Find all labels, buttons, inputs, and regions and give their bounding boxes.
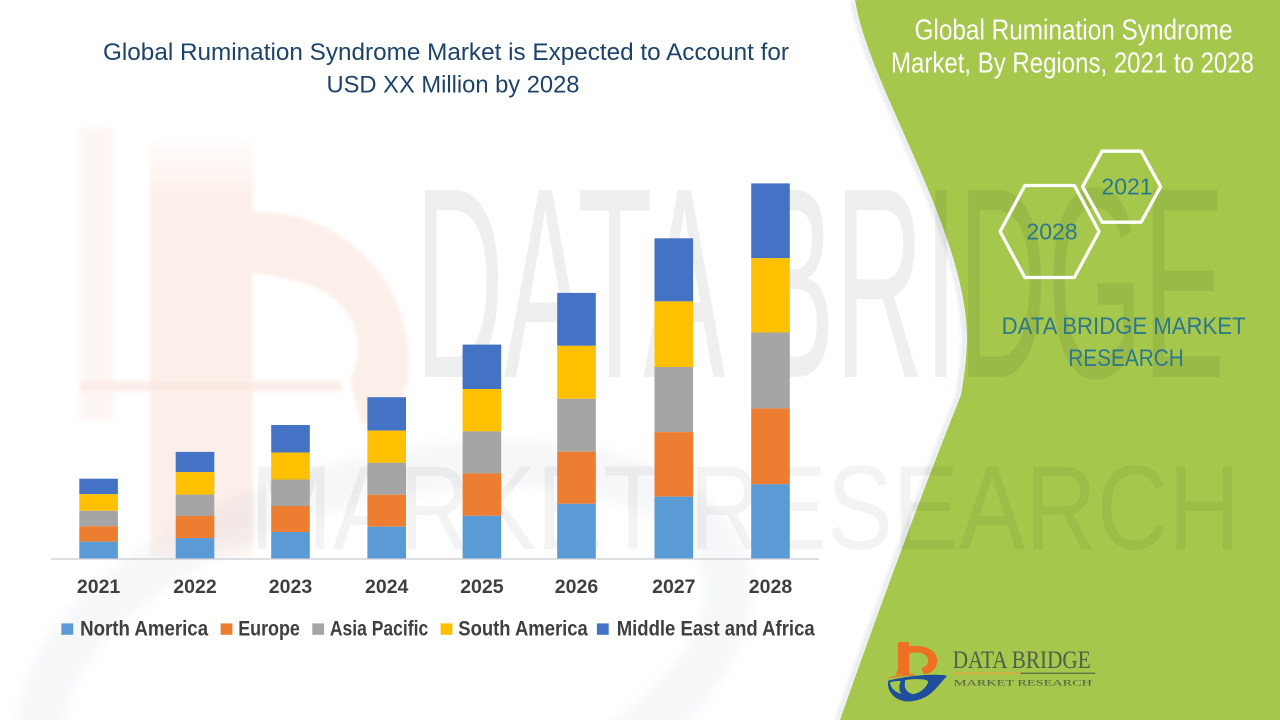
svg-text:RESEARCH: RESEARCH	[1068, 345, 1184, 372]
svg-text:North America: North America	[80, 618, 208, 641]
svg-text:Asia Pacific: Asia Pacific	[330, 618, 429, 641]
svg-text:DATA BRIDGE: DATA BRIDGE	[953, 647, 1091, 674]
svg-text:MARKET RESEARCH: MARKET RESEARCH	[250, 441, 1240, 575]
svg-text:2022: 2022	[173, 576, 217, 598]
svg-text:Market, By Regions, 2021 to 20: Market, By Regions, 2021 to 2028	[891, 48, 1254, 80]
svg-text:DATA BRIDGE MARKET: DATA BRIDGE MARKET	[1002, 313, 1246, 340]
svg-text:2026: 2026	[555, 576, 599, 598]
svg-text:2025: 2025	[460, 576, 504, 598]
svg-text:Europe: Europe	[238, 618, 300, 641]
svg-text:Global Rumination Syndrome: Global Rumination Syndrome	[915, 15, 1233, 47]
svg-text:2028: 2028	[749, 576, 793, 598]
svg-text:USD XX Million by 2028: USD XX Million by 2028	[327, 72, 580, 99]
svg-text:2021: 2021	[1101, 174, 1152, 200]
svg-text:2027: 2027	[652, 576, 695, 598]
svg-text:Global Rumination Syndrome Mar: Global Rumination Syndrome Market is Exp…	[103, 39, 789, 66]
svg-text:2024: 2024	[365, 576, 409, 598]
svg-text:MARKET RESEARCH: MARKET RESEARCH	[954, 679, 1092, 688]
svg-text:South America: South America	[458, 618, 588, 641]
svg-text:2021: 2021	[77, 576, 121, 598]
svg-text:2028: 2028	[1026, 219, 1077, 245]
svg-text:2023: 2023	[269, 576, 313, 598]
svg-text:Middle East and Africa: Middle East and Africa	[617, 618, 815, 641]
svg-text:DATA BRIDGE: DATA BRIDGE	[415, 131, 1225, 435]
